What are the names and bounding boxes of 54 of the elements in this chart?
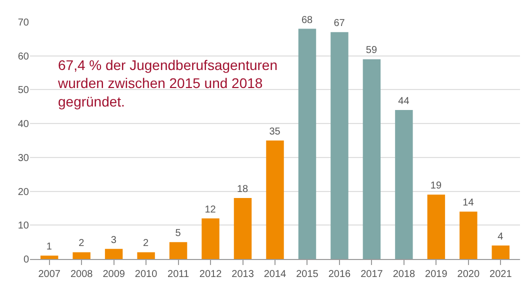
bar — [492, 245, 510, 259]
data-label: 3 — [110, 234, 117, 246]
bar — [137, 252, 155, 259]
data-label: 2 — [143, 238, 150, 250]
x-tick-label: 2010 — [134, 269, 158, 280]
data-label: 4 — [498, 231, 504, 242]
data-label: 68 — [301, 14, 314, 26]
bar — [104, 248, 123, 259]
y-tick-label: 30 — [18, 152, 30, 164]
data-label: 5 — [175, 228, 182, 240]
bar — [266, 140, 284, 259]
x-tick-label: 2011 — [168, 269, 190, 280]
bar — [330, 32, 348, 259]
x-tick-label: 2012 — [199, 269, 222, 280]
bar — [202, 218, 220, 259]
x-tick-label: 2009 — [102, 269, 126, 280]
bar — [395, 110, 413, 259]
data-label: 1 — [46, 242, 52, 253]
data-label: 12 — [204, 204, 216, 216]
x-tick-label: 2007 — [38, 269, 61, 280]
y-tick-label: 20 — [18, 186, 30, 198]
bar — [169, 242, 188, 259]
bar — [460, 212, 478, 259]
y-tick-label: 10 — [18, 220, 30, 232]
data-label: 19 — [430, 180, 442, 192]
bar — [40, 256, 58, 259]
data-label: 59 — [366, 45, 378, 56]
x-tick-label: 2020 — [457, 269, 480, 280]
x-tick-label: 2013 — [232, 269, 254, 280]
y-tick-label: 70 — [18, 18, 30, 28]
x-tick-label: 2016 — [328, 269, 352, 280]
data-label: 35 — [269, 126, 281, 138]
x-tick-label: 2015 — [296, 269, 319, 280]
annotation: 67,4 % der Jugendberufsagenturen wurden zwischen 2015 und 2018 gegründet. — [57, 57, 278, 110]
y-tick-label: 60 — [18, 51, 30, 62]
bar — [362, 59, 381, 259]
x-tick-label: 2018 — [392, 269, 416, 280]
x-tick-label: 2017 — [360, 269, 384, 280]
data-label: 67 — [334, 18, 346, 30]
bar — [234, 198, 252, 259]
bar — [298, 28, 316, 259]
x-tick-label: 2014 — [264, 269, 287, 280]
bar — [72, 252, 90, 259]
data-label: 2 — [78, 238, 85, 250]
data-label: 18 — [236, 184, 249, 196]
bar — [427, 194, 446, 259]
y-tick-label: 40 — [18, 119, 30, 130]
x-tick-label: 2021 — [490, 269, 512, 280]
data-label: 44 — [398, 96, 410, 108]
x-tick-label: 2019 — [425, 269, 448, 280]
x-tick-label: 2008 — [70, 269, 94, 280]
data-label: 14 — [462, 198, 474, 209]
y-tick-label: 50 — [18, 85, 30, 96]
y-tick-label: 0 — [23, 254, 30, 266]
